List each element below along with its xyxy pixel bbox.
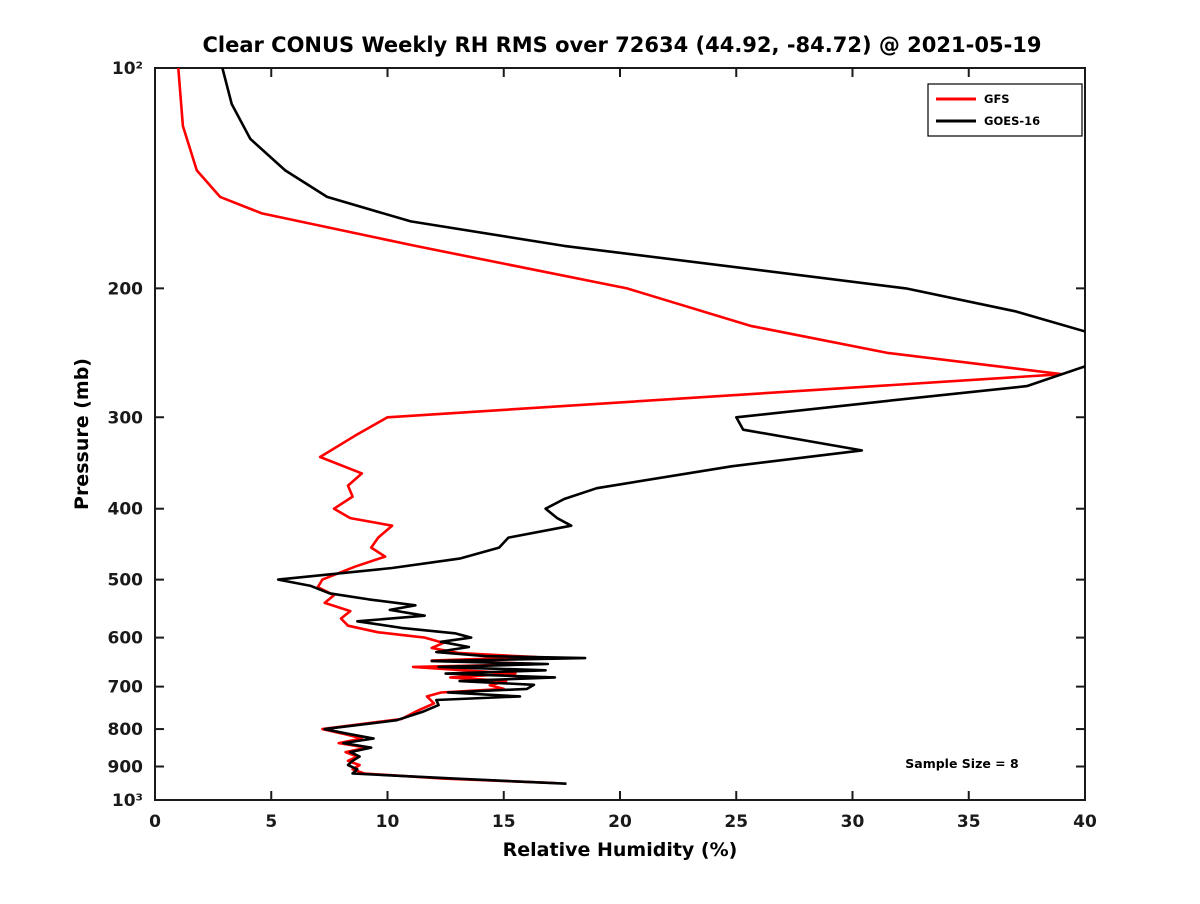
x-tick-label: 25 bbox=[724, 812, 748, 832]
y-tick-label: 700 bbox=[108, 678, 144, 698]
x-tick-label: 15 bbox=[492, 812, 516, 832]
x-axis-label: Relative Humidity (%) bbox=[503, 839, 738, 861]
x-tick-label: 30 bbox=[841, 812, 865, 832]
x-tick-label: 0 bbox=[149, 812, 161, 832]
y-tick-label: 900 bbox=[108, 758, 144, 778]
y-axis-ticks: 10² 200 300 400 500 600 700 800 900 10³ bbox=[108, 59, 1085, 811]
y-tick-label: 10² bbox=[112, 59, 143, 79]
y-tick-label: 300 bbox=[108, 408, 144, 428]
chart-title: Clear CONUS Weekly RH RMS over 72634 (44… bbox=[202, 33, 1041, 57]
legend-box bbox=[927, 83, 1083, 137]
series-lines bbox=[177, 68, 1085, 785]
x-axis-ticks: 0 5 10 15 20 25 30 35 40 bbox=[149, 68, 1097, 832]
sample-size-annotation: Sample Size = 8 bbox=[905, 756, 1018, 771]
y-tick-label: 600 bbox=[108, 629, 144, 649]
y-axis-label: Pressure (mb) bbox=[71, 358, 93, 510]
series-line-goes-16 bbox=[221, 68, 1085, 785]
x-tick-label: 5 bbox=[265, 812, 277, 832]
x-tick-label: 20 bbox=[608, 812, 632, 832]
legend-label-goes16: GOES-16 bbox=[984, 114, 1040, 128]
legend-label-gfs: GFS bbox=[984, 92, 1010, 106]
y-tick-label: 400 bbox=[108, 500, 144, 520]
legend: GFS GOES-16 bbox=[927, 83, 1083, 137]
x-tick-label: 10 bbox=[376, 812, 400, 832]
y-tick-label: 800 bbox=[108, 720, 144, 740]
series-line-gfs bbox=[177, 68, 1064, 785]
y-tick-label: 500 bbox=[108, 571, 144, 591]
y-tick-label: 200 bbox=[108, 279, 144, 299]
x-tick-label: 35 bbox=[957, 812, 981, 832]
y-tick-label: 10³ bbox=[112, 791, 143, 811]
x-tick-label: 40 bbox=[1073, 812, 1097, 832]
